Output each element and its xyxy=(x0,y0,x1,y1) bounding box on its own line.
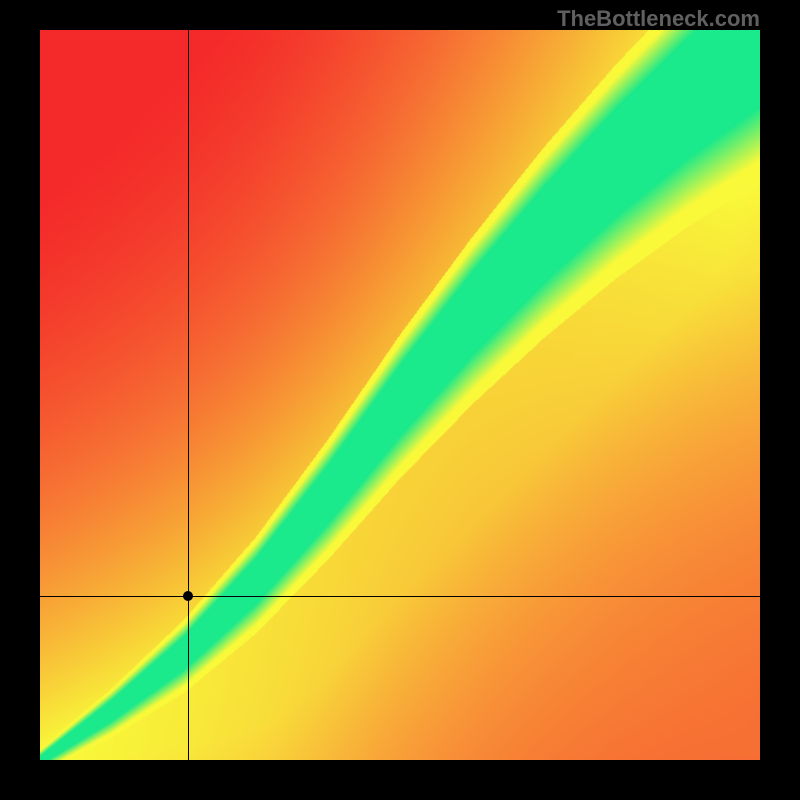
chart-container: TheBottleneck.com xyxy=(0,0,800,800)
heatmap-canvas xyxy=(40,30,760,760)
watermark-text: TheBottleneck.com xyxy=(557,6,760,32)
crosshair-horizontal xyxy=(40,596,760,597)
plot-area xyxy=(40,30,760,760)
crosshair-marker xyxy=(183,591,193,601)
crosshair-vertical xyxy=(188,30,189,760)
